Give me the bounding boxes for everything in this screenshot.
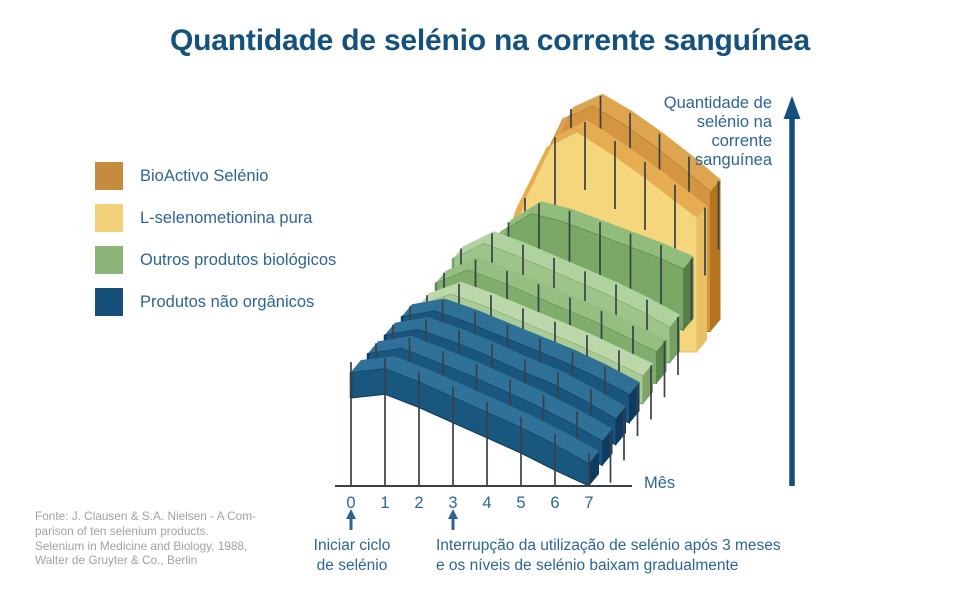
x-tick-label: 7	[584, 494, 593, 512]
x-tick-label: 3	[448, 494, 457, 512]
ribbon-top-0	[351, 356, 599, 464]
y-axis-arrow-head-icon	[783, 96, 801, 119]
x-tick-label: 2	[414, 494, 423, 512]
legend-item-l-selenomethionine: L-selenometionina pura	[95, 204, 336, 232]
ribbon-top-4	[419, 281, 653, 376]
ribbon-top-3	[402, 298, 640, 395]
ribbon-top-2	[385, 317, 626, 419]
legend-label: L-selenometionina pura	[140, 208, 313, 227]
annotation-start-cycle: Iniciar ciclo de selénio	[313, 537, 391, 574]
x-tick-label: 6	[550, 494, 559, 512]
non-organic-color-swatch	[95, 288, 123, 316]
ribbon-top-5	[436, 257, 667, 352]
legend-label: Produtos não orgânicos	[140, 292, 315, 311]
legend-item-other-biological: Outros produtos biológicos	[95, 246, 336, 274]
legend-item-non-organic: Produtos não orgânicos	[95, 288, 336, 316]
ribbon-top-1	[368, 335, 613, 441]
event-arrow-head-icon	[448, 509, 458, 519]
x-tick-label: 0	[346, 494, 355, 512]
bioactivo-color-swatch	[95, 162, 123, 190]
x-tick-label: 4	[482, 494, 491, 512]
x-axis-label: Mês	[644, 474, 676, 492]
x-tick-label: 1	[380, 494, 389, 512]
other-biological-color-swatch	[95, 246, 123, 274]
ribbon-top-7	[470, 201, 694, 301]
legend-item-bioactivo: BioActivo Selénio	[95, 162, 336, 190]
legend: BioActivo Selénio L-selenometionina pura…	[95, 162, 336, 330]
ribbon-top-6	[453, 231, 680, 327]
l-selenomethionine-color-swatch	[95, 204, 123, 232]
legend-label: Outros produtos biológicos	[140, 250, 337, 269]
page-title: Quantidade de selénio na corrente sanguí…	[170, 24, 810, 57]
legend-label: BioActivo Selénio	[140, 166, 269, 185]
x-tick-label: 5	[516, 494, 525, 512]
ribbon-end-cap-0	[589, 451, 599, 486]
event-arrow-head-icon	[346, 509, 356, 519]
y-axis-label: Quantidade de selénio na corrente sanguí…	[663, 94, 772, 169]
source-citation: Fonte: J. Clausen & S.A. Nielsen - A Com…	[35, 509, 256, 568]
ribbon-top-8	[487, 120, 707, 294]
annotation-interruption: Interrupção da utilização de selénio apó…	[436, 537, 781, 574]
